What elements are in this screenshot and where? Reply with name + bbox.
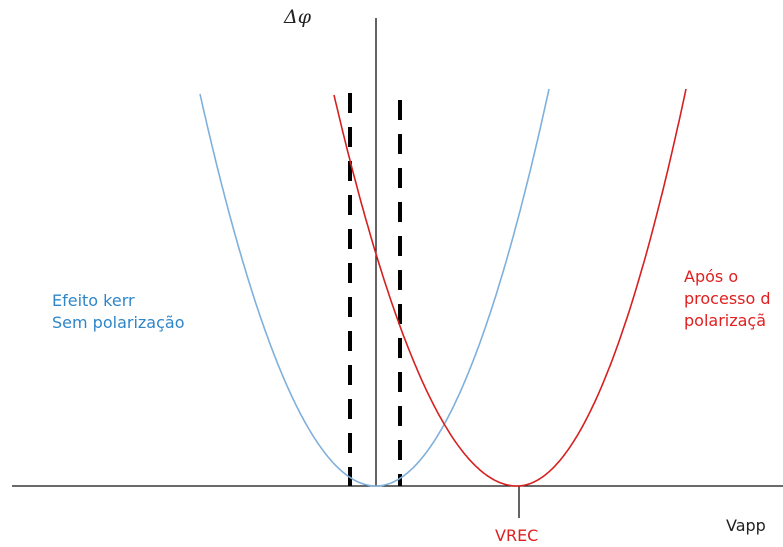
red-curve-label: Após o processo d polarizaçã <box>684 266 771 332</box>
red-curve-label-line3: polarizaçã <box>684 311 767 330</box>
red-parabola-curve <box>333 88 687 487</box>
y-axis-label: Δφ <box>284 6 312 28</box>
x-axis-label: Vapp <box>726 516 766 535</box>
red-curve-label-line2: processo d <box>684 289 771 308</box>
red-curve-label-line1: Após o <box>684 267 739 286</box>
blue-parabola-curve <box>199 88 550 487</box>
blue-curve-label-line1: Efeito kerr <box>52 291 135 310</box>
blue-curve-label-line2: Sem polarização <box>52 313 185 332</box>
vrec-label: VREC <box>495 526 539 545</box>
blue-curve-label: Efeito kerr Sem polarização <box>52 290 184 334</box>
